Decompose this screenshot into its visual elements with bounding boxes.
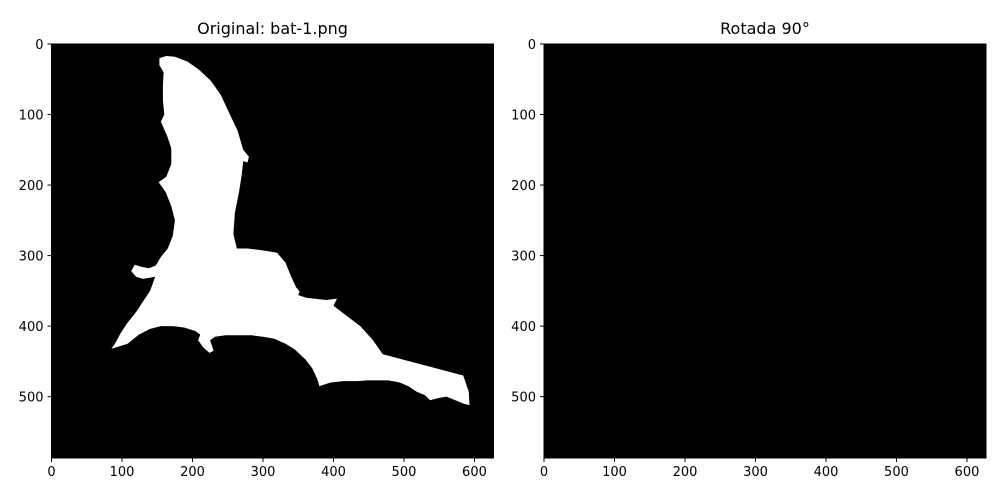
x-tick-label: 400 (814, 465, 839, 480)
x-tick-label: 0 (540, 465, 548, 480)
x-tick-label: 600 (955, 465, 980, 480)
y-tick-label: 300 (511, 250, 536, 265)
x-tick-label: 400 (321, 465, 346, 480)
x-tick-label: 600 (462, 465, 487, 480)
image-background (544, 44, 986, 458)
x-tick-label: 100 (602, 465, 627, 480)
y-tick-label: 300 (19, 250, 44, 265)
y-tick-label: 100 (511, 109, 536, 124)
x-tick-label: 300 (251, 465, 276, 480)
bat-silhouette (111, 56, 470, 406)
panel-title: Original: bat-1.png (197, 19, 348, 38)
y-tick-label: 400 (19, 320, 44, 335)
y-tick-label: 500 (511, 391, 536, 406)
panel-original: Original: bat-1.png 0 100 200 300 400 500 600 0 1… (19, 19, 494, 480)
x-tick-label: 200 (180, 465, 205, 480)
y-tick-label: 0 (35, 38, 43, 53)
y-tick-label: 100 (19, 109, 44, 124)
panel-title: Rotada 90° (720, 19, 810, 38)
axes-frame (51, 43, 494, 459)
y-tick-label: 200 (511, 179, 536, 194)
panel-rotated: Rotada 90° 0 100 200 300 400 500 600 0 100 200 300 4… (511, 19, 987, 480)
x-tick-label: 200 (673, 465, 698, 480)
axes-frame (543, 43, 987, 459)
x-tick-label: 500 (884, 465, 909, 480)
x-tick-label: 100 (110, 465, 135, 480)
y-tick-label: 400 (511, 320, 536, 335)
x-tick-label: 500 (392, 465, 417, 480)
y-tick-label: 200 (19, 179, 44, 194)
y-tick-label: 0 (528, 38, 536, 53)
y-tick-label: 500 (19, 391, 44, 406)
x-tick-label: 0 (47, 465, 55, 480)
x-tick-label: 300 (743, 465, 768, 480)
